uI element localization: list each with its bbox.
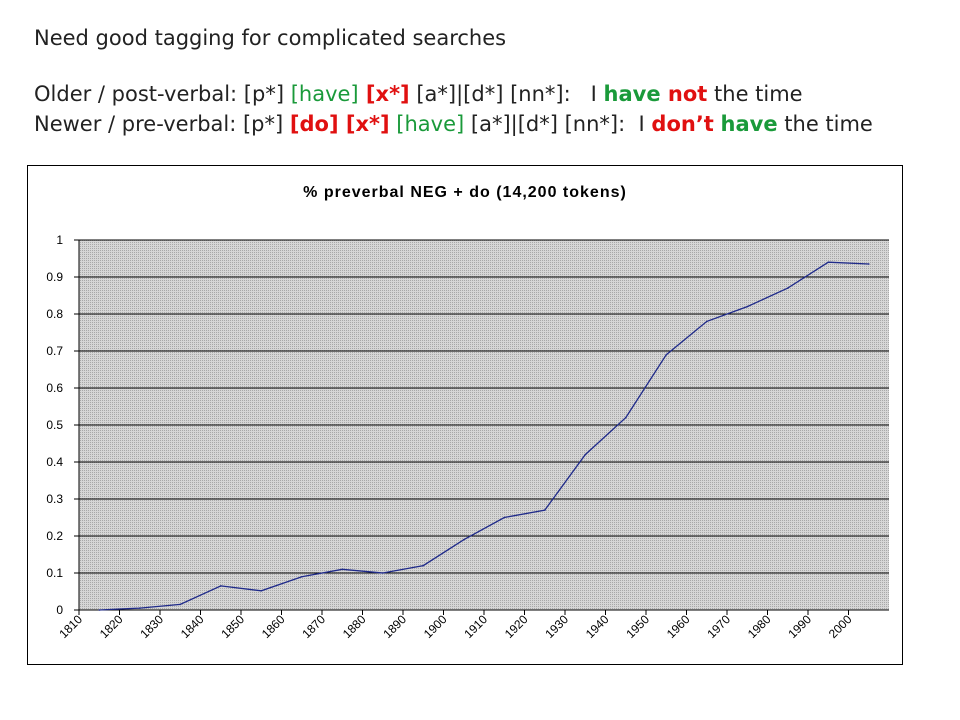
- x-tick-label: 1950: [623, 612, 652, 641]
- series-line: [99, 261, 869, 611]
- data-point: [179, 603, 182, 606]
- data-point: [382, 572, 384, 574]
- x-tick-label: 1820: [97, 612, 126, 641]
- newer-dont-word: don’t: [651, 112, 714, 136]
- newer-space2: [714, 112, 721, 136]
- data-point: [422, 564, 425, 567]
- data-point: [503, 516, 506, 519]
- newer-pattern-line: Newer / pre-verbal: [p*] [do] [x*] [have…: [34, 112, 873, 136]
- older-have-tag: [have]: [290, 82, 359, 106]
- y-tick-label: 0: [56, 603, 63, 617]
- slide-title: Need good tagging for complicated search…: [34, 26, 507, 50]
- x-tick-label: 1850: [218, 612, 247, 641]
- older-tail: the time: [707, 82, 803, 106]
- older-rest: [a*]|[d*] [nn*]: I: [409, 82, 604, 106]
- data-point: [868, 263, 870, 265]
- x-tick-label: 1970: [704, 612, 733, 641]
- gridlines: [79, 239, 889, 574]
- x-tick-label: 1990: [785, 612, 814, 641]
- older-x-tag: [x*]: [358, 82, 410, 106]
- data-point: [301, 575, 303, 578]
- x-tick-labels: 1810 1820 1830 1840 1850 1860 1870 1880 1890 1900…: [56, 612, 855, 641]
- older-label: Older / post-verbal: [p*]: [34, 82, 291, 106]
- x-tick-label: 1940: [583, 612, 612, 641]
- line-chart: % preverbal NEG + do (14,200 tokens) 0 0.…: [46, 184, 889, 641]
- data-point: [787, 287, 789, 289]
- older-have-word: have: [603, 82, 661, 106]
- x-tick-label: 1960: [664, 612, 693, 641]
- y-tick-label: 0.6: [46, 381, 63, 395]
- x-tick-label: 1840: [178, 612, 207, 641]
- x-tick-label: 1870: [299, 612, 328, 641]
- y-tick-label: 0.9: [46, 270, 63, 284]
- x-tick-label: 1910: [461, 612, 490, 641]
- data-point: [98, 609, 101, 611]
- x-tick-label: 1980: [745, 612, 774, 641]
- series-group: [98, 261, 870, 611]
- data-point: [746, 305, 749, 308]
- newer-tail: the time: [777, 112, 873, 136]
- data-point: [625, 416, 627, 419]
- y-tick-label: 0.2: [46, 529, 63, 543]
- y-tick-label: 0.7: [46, 344, 63, 358]
- data-point: [139, 607, 141, 609]
- newer-label: Newer / pre-verbal: [p*]: [34, 112, 290, 136]
- data-point: [220, 585, 222, 587]
- y-tick-label: 0.8: [46, 307, 63, 321]
- y-tick-label: 0.1: [46, 566, 63, 580]
- y-tick-label: 1: [56, 233, 63, 247]
- data-point: [665, 353, 668, 356]
- x-tick-label: 2000: [826, 612, 855, 641]
- y-tick-label: 0.5: [46, 418, 63, 432]
- x-tick-label: 1880: [340, 612, 369, 641]
- data-point: [827, 261, 830, 263]
- data-point: [544, 509, 546, 511]
- data-point: [260, 590, 263, 592]
- x-tick-label: 1930: [542, 612, 571, 641]
- newer-have-word: have: [720, 112, 778, 136]
- x-tick-label: 1830: [137, 612, 166, 641]
- data-point: [706, 320, 708, 323]
- x-tick-label: 1920: [502, 612, 531, 641]
- chart-title: % preverbal NEG + do (14,200 tokens): [303, 184, 627, 201]
- older-pattern-line: Older / post-verbal: [p*] [have] [x*] [a…: [34, 82, 803, 106]
- x-tick-label: 1900: [421, 612, 450, 641]
- data-point: [341, 568, 344, 571]
- axes: [74, 239, 889, 615]
- older-not-word: not: [660, 82, 708, 106]
- y-tick-labels: 0 0.1 0.2 0.3 0.4 0.5 0.6 0.7 0.8 0.9 1: [46, 233, 63, 617]
- data-point: [463, 538, 465, 541]
- newer-rest: [a*]|[d*] [nn*]: I: [464, 112, 652, 136]
- y-tick-label: 0.4: [46, 455, 63, 469]
- x-tick-label: 1890: [380, 612, 409, 641]
- chart-frame: % preverbal NEG + do (14,200 tokens) 0 0.…: [27, 165, 903, 665]
- y-tick-label: 0.3: [46, 492, 63, 506]
- newer-have-tag: [have]: [396, 112, 465, 136]
- x-tick-label: 1860: [259, 612, 288, 641]
- data-point: [584, 453, 587, 456]
- newer-do-x-tag: [do] [x*]: [289, 112, 390, 136]
